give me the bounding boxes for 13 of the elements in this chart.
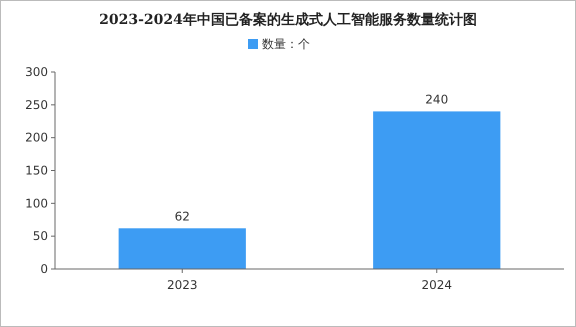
chart-title: 2023-2024年中国已备案的生成式人工智能服务数量统计图 [99, 11, 477, 28]
y-tick-label: 50 [32, 229, 48, 244]
x-tick-label: 2023 [166, 278, 198, 292]
y-tick-label: 200 [25, 130, 48, 145]
data-label: 62 [174, 209, 190, 224]
data-label: 240 [425, 92, 448, 106]
y-tick-label: 150 [25, 164, 48, 178]
y-tick-label: 100 [25, 196, 48, 210]
y-tick-label: 300 [25, 65, 48, 79]
x-tick-label: 2024 [421, 278, 452, 292]
y-tick-label: 0 [40, 262, 48, 276]
legend-label: 数量：个 [262, 37, 310, 51]
y-tick-label: 250 [25, 98, 48, 112]
